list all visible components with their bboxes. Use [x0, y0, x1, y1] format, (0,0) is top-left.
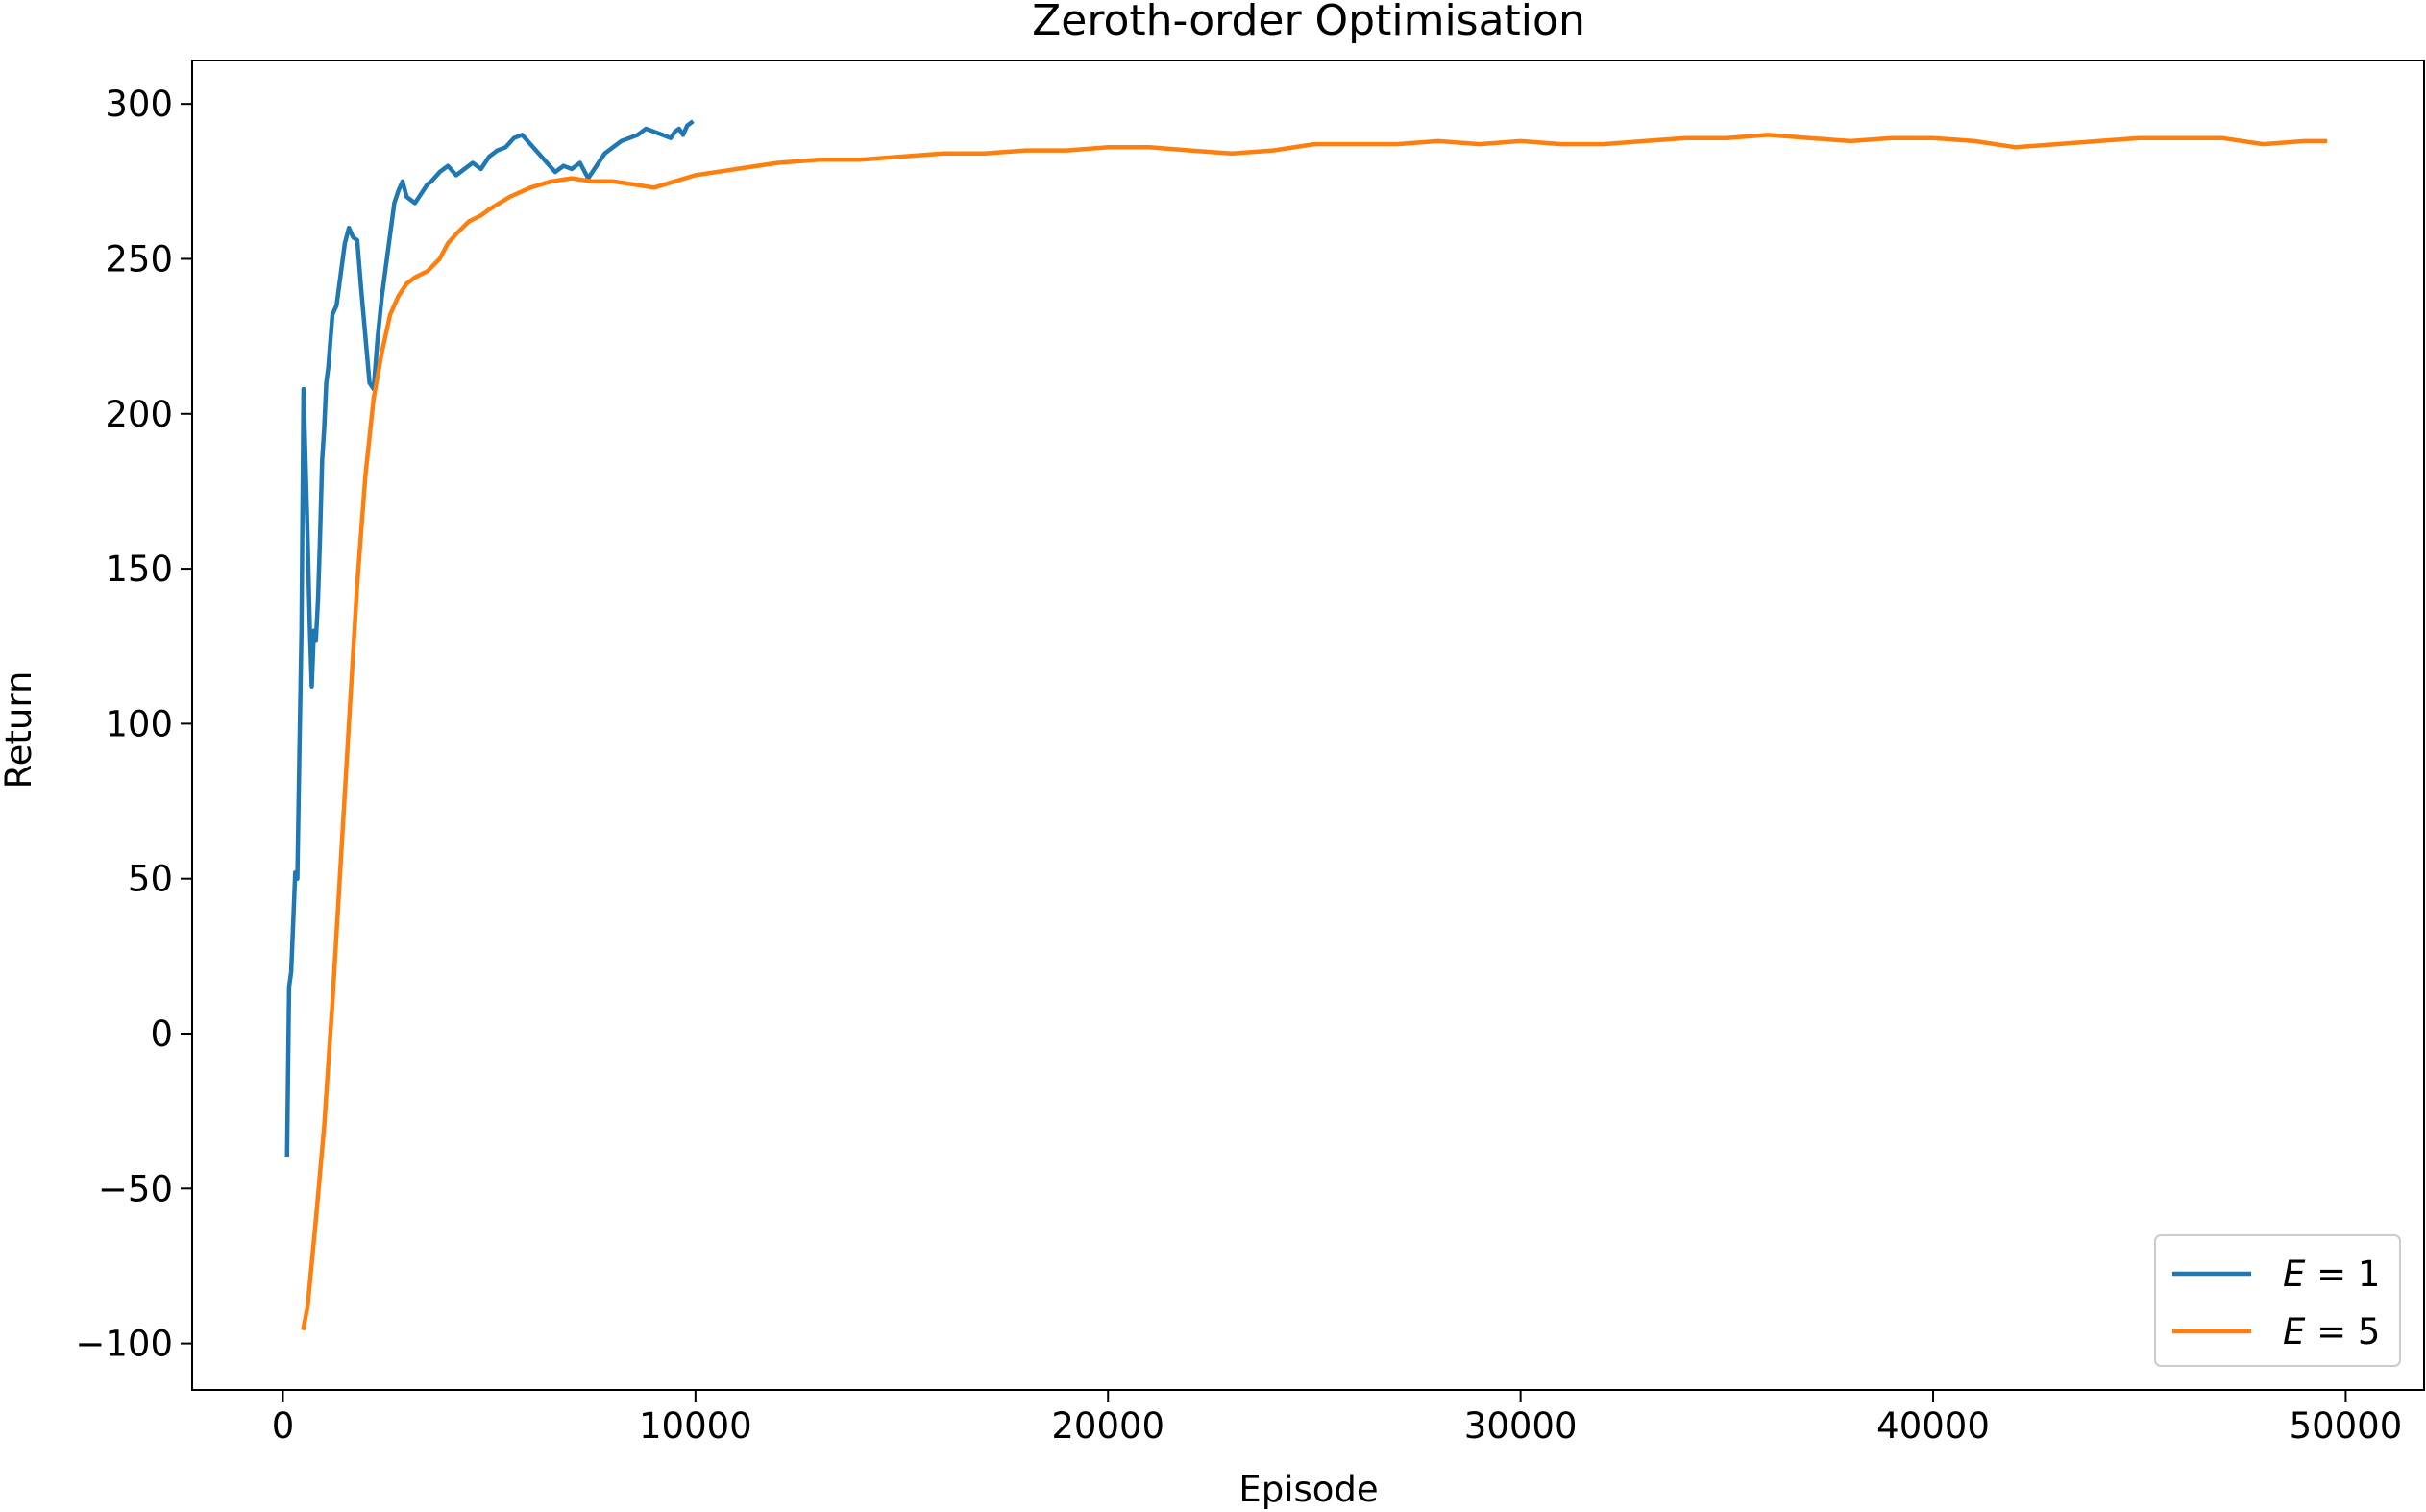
x-tick-label: 50000: [2290, 1405, 2403, 1447]
chart-title: Zeroth-order Optimisation: [1032, 0, 1585, 45]
y-axis: −100 −50 0 50 100 150 200 250 300: [75, 84, 192, 1365]
x-tick-label: 20000: [1051, 1405, 1164, 1447]
y-tick-label: 0: [150, 1013, 173, 1055]
y-axis-title: Return: [0, 671, 39, 790]
x-tick-label: 30000: [1464, 1405, 1578, 1447]
legend: E = 1 E = 5: [2154, 1234, 2401, 1367]
x-tick-label: 0: [272, 1405, 295, 1447]
x-axis-title: Episode: [1238, 1469, 1378, 1510]
series-line-1: [284, 119, 695, 1158]
legend-label: E = 1: [2283, 1254, 2380, 1295]
y-tick-label: 150: [105, 549, 173, 590]
x-axis: 0 10000 20000 30000 40000 50000: [272, 1390, 2403, 1447]
y-tick-label: 200: [105, 394, 173, 435]
plot-frame: [191, 60, 2425, 1391]
x-tick-label: 10000: [639, 1405, 752, 1447]
y-tick-label: −100: [75, 1324, 173, 1365]
series-line-2: [301, 133, 2328, 1331]
y-tick-label: 50: [128, 859, 173, 900]
plot-area: [284, 119, 2328, 1331]
y-tick-label: 250: [105, 238, 173, 280]
y-tick-label: −50: [98, 1168, 173, 1209]
x-tick-label: 40000: [1876, 1405, 1990, 1447]
y-tick-label: 100: [105, 703, 173, 744]
y-tick-label: 300: [105, 84, 173, 125]
legend-label: E = 5: [2283, 1311, 2380, 1353]
